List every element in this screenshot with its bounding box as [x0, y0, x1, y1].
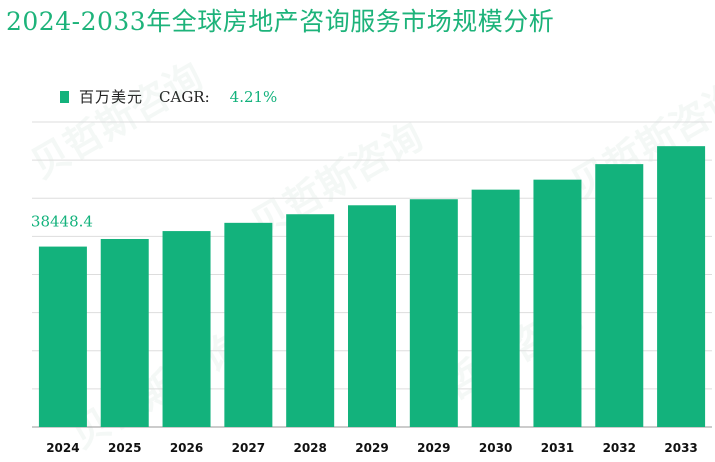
- legend-swatch: [60, 90, 69, 103]
- bar-2028: [286, 214, 335, 427]
- x-tick-label: 2027: [232, 441, 265, 455]
- bar-2025: [100, 238, 149, 427]
- legend: 百万美元 CAGR: 4.21%: [60, 86, 277, 107]
- x-tick-label: 2029: [355, 441, 388, 455]
- x-tick-label: 2029: [417, 441, 450, 455]
- x-tick-label: 2032: [603, 441, 636, 455]
- bar-2029: [348, 205, 396, 427]
- x-tick-label: 2024: [46, 441, 79, 455]
- bar-2024: [38, 246, 87, 427]
- bar-2029: [409, 199, 458, 427]
- bar-2026: [162, 231, 211, 427]
- bar-2033: [657, 146, 706, 427]
- data-label: 38448.4: [31, 213, 93, 231]
- x-tick-label: 2028: [293, 441, 326, 455]
- legend-unit: 百万美元: [79, 88, 144, 106]
- x-tick-label: 2030: [479, 441, 512, 455]
- legend-cagr-label: CAGR:: [159, 87, 210, 106]
- bar-2030: [471, 189, 520, 427]
- x-tick-label: 2031: [541, 441, 574, 455]
- chart-title: 2024-2033年全球房地产咨询服务市场规模分析: [6, 7, 555, 36]
- x-tick-label: 2025: [108, 441, 141, 455]
- x-tick-label: 2033: [664, 441, 697, 455]
- legend-cagr-value: 4.21%: [229, 87, 278, 106]
- bar-2032: [595, 164, 644, 427]
- x-tick-label: 2026: [170, 441, 203, 455]
- bar-2031: [533, 179, 582, 427]
- bar-2027: [224, 222, 273, 427]
